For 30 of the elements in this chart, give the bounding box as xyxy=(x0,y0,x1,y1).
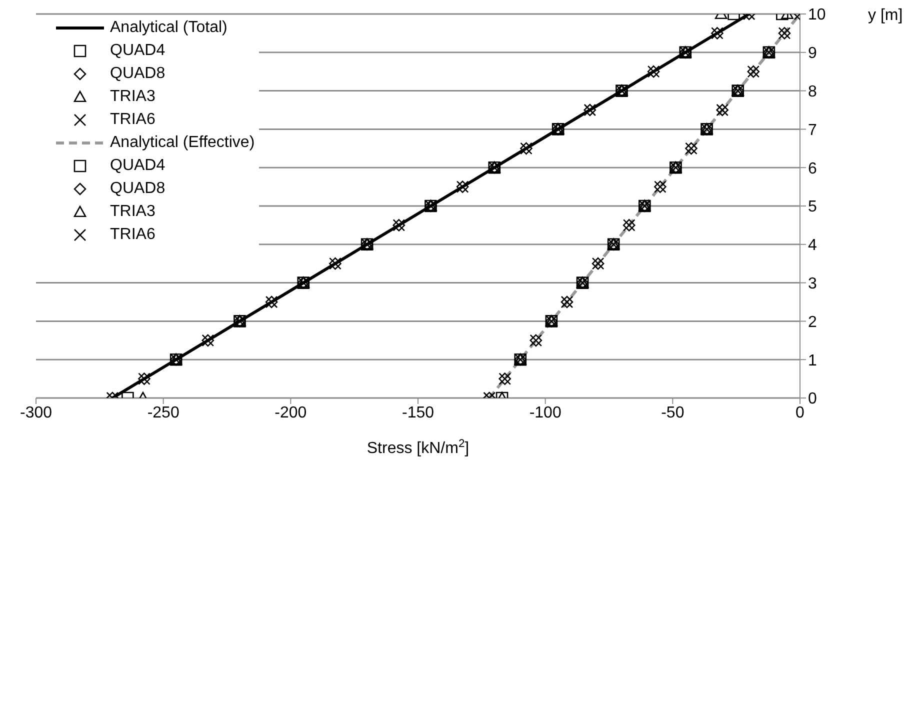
legend-label: QUAD4 xyxy=(110,41,166,61)
y-tick-label: 2 xyxy=(808,314,817,331)
legend-label: TRIA6 xyxy=(110,225,156,245)
legend-label: QUAD8 xyxy=(110,179,166,199)
legend-label: TRIA3 xyxy=(110,87,156,107)
y-tick-label: 7 xyxy=(808,122,817,139)
x-tick-label: -150 xyxy=(402,404,434,422)
x-tick-label: -250 xyxy=(147,404,180,422)
legend-label: QUAD8 xyxy=(110,64,166,84)
y-axis-title: y [m] xyxy=(868,7,903,24)
x-axis-title: Stress [kN/m$^{2}$] xyxy=(366,438,470,457)
y-tick-label: 9 xyxy=(808,45,817,62)
legend-label: TRIA6 xyxy=(110,110,156,130)
legend-label: Analytical (Effective) xyxy=(110,133,255,153)
legend-label: QUAD4 xyxy=(110,156,166,176)
y-tick-label: 1 xyxy=(808,352,817,370)
x-tick-label: -300 xyxy=(20,404,52,422)
y-tick-label: 10 xyxy=(808,6,826,24)
x-tick-label: 0 xyxy=(796,404,805,422)
y-tick-label: 6 xyxy=(808,160,817,178)
y-tick-label: 8 xyxy=(808,83,817,100)
legend-label: TRIA3 xyxy=(110,202,156,222)
y-tick-label: 4 xyxy=(808,237,817,254)
x-tick-label: -200 xyxy=(274,404,307,422)
y-tick-label: 0 xyxy=(808,390,817,408)
y-tick-label: 5 xyxy=(808,198,817,216)
x-tick-label: -100 xyxy=(529,404,562,422)
y-tick-label: 3 xyxy=(808,275,817,292)
x-tick-label: -50 xyxy=(661,404,684,422)
legend-label: Analytical (Total) xyxy=(110,18,228,38)
